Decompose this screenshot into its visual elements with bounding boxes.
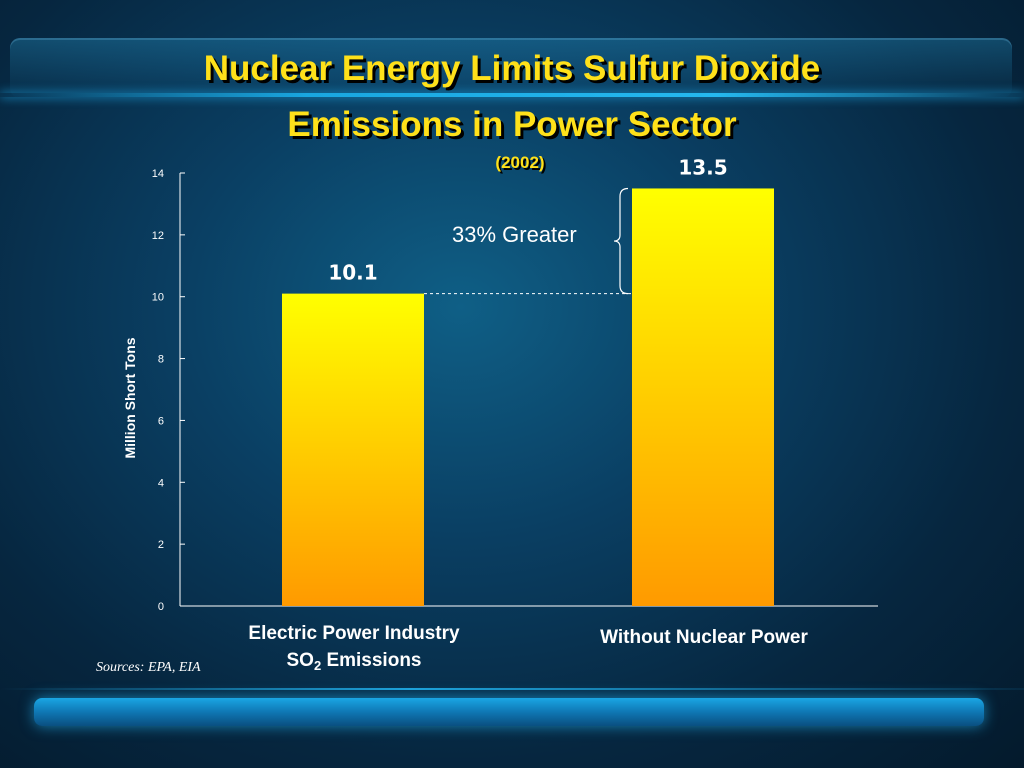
footer-glow-line (0, 688, 1024, 690)
x-category-label-1: Electric Power Industry SO2 Emissions (214, 620, 494, 679)
y-tick-label: 6 (158, 415, 164, 427)
y-tick-label: 14 (152, 168, 164, 180)
bar-1 (282, 293, 424, 606)
annotation-brace (613, 187, 629, 295)
slide-title-line-2: Emissions in Power Sector (287, 105, 737, 144)
x-category-1-line2: SO2 Emissions (286, 650, 422, 673)
bar-value-label-2: 13.5 (678, 155, 727, 179)
slide-subtitle: (2002) (495, 153, 545, 172)
x-category-label-2: Without Nuclear Power (562, 624, 846, 651)
y-tick-label: 12 (152, 230, 164, 242)
y-axis-label: Million Short Tons (122, 337, 138, 459)
footer-frame (34, 698, 984, 726)
x-category-2-line1: Without Nuclear Power (600, 627, 808, 648)
y-tick-label: 8 (158, 354, 164, 366)
percent-greater-annotation: 33% Greater (452, 222, 577, 247)
bar-2 (632, 188, 774, 606)
header-frame (10, 38, 1012, 98)
y-tick-label: 2 (158, 539, 164, 551)
bar-value-label-1: 10.1 (328, 261, 377, 285)
y-tick-label: 4 (158, 477, 164, 489)
slide-title-line-1: Nuclear Energy Limits Sulfur Dioxide (203, 49, 821, 88)
x-category-1-line1: Electric Power Industry (248, 623, 460, 644)
y-tick-label: 10 (152, 292, 164, 304)
header-glow-line (0, 93, 1024, 97)
sources-note: Sources: EPA, EIA (96, 660, 201, 675)
y-tick-label: 0 (158, 601, 164, 613)
